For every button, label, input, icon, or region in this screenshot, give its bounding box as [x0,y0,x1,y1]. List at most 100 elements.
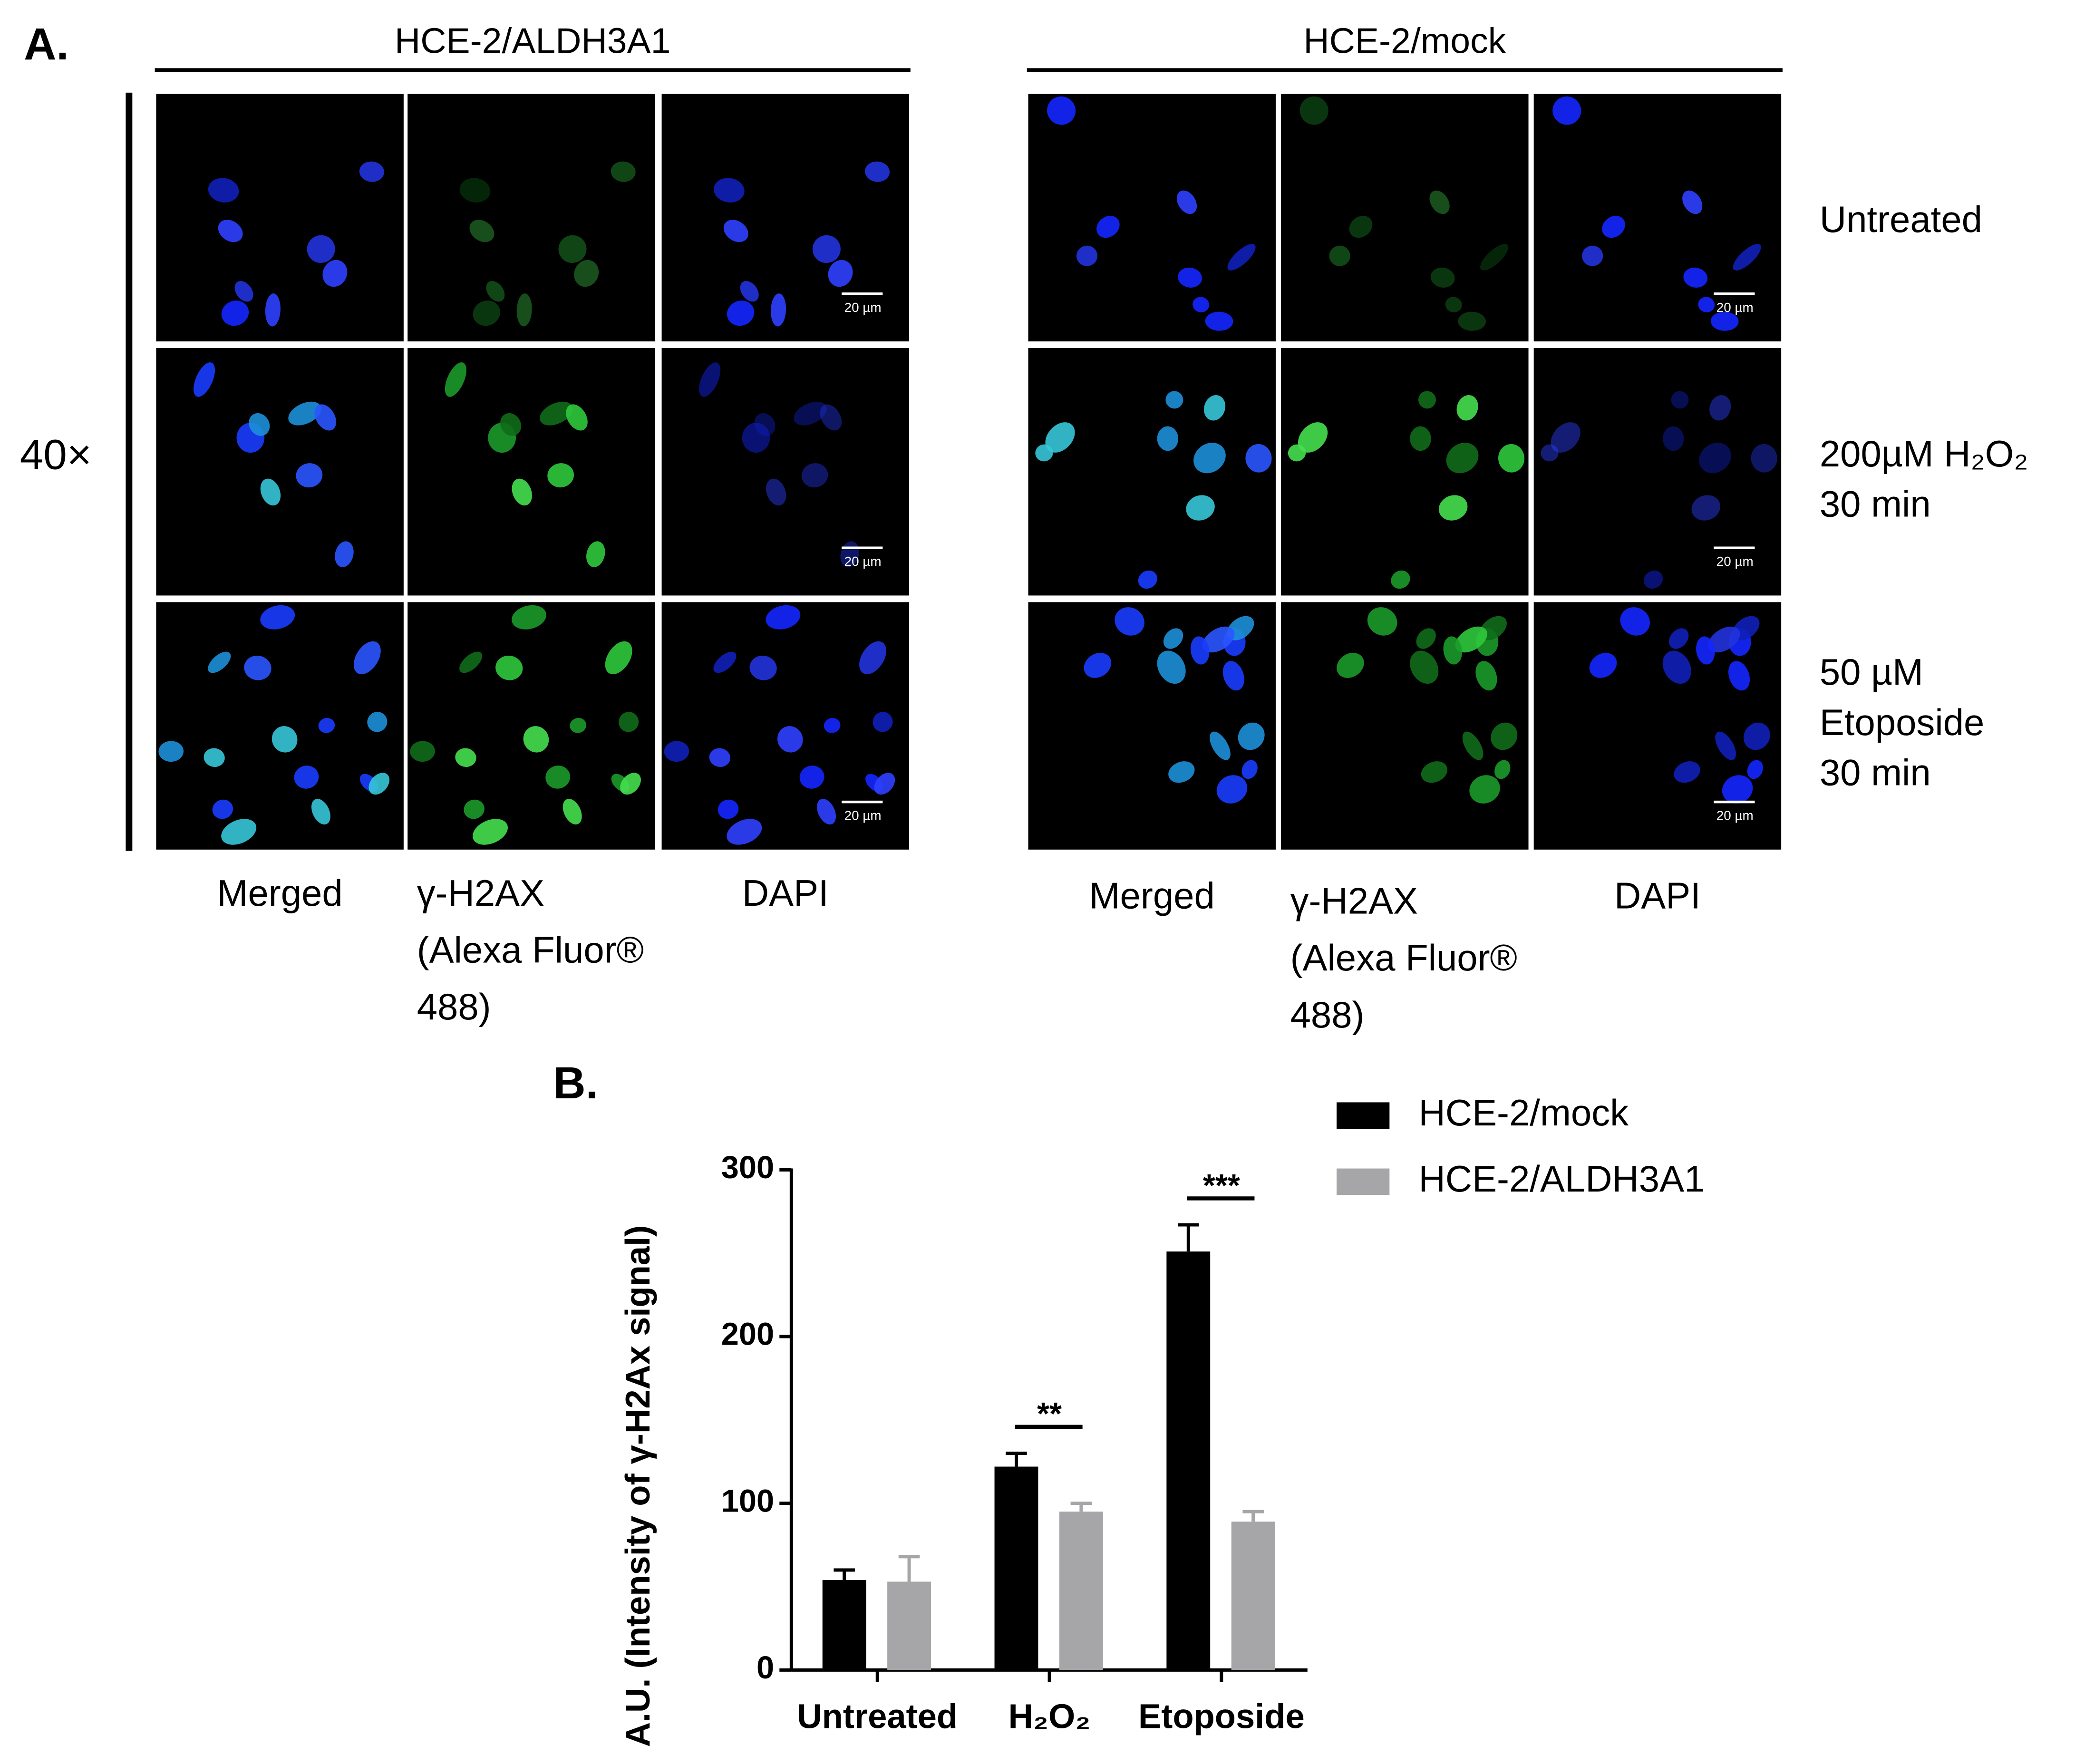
cell [1602,215,1625,238]
cell [713,651,737,673]
cell [1222,661,1244,691]
cells [194,362,354,567]
bar [1166,1251,1211,1670]
cell [1445,297,1462,312]
cell [1163,628,1183,649]
cell [1643,570,1663,589]
cell [1589,652,1617,678]
cell [367,712,388,732]
cells [1035,391,1272,589]
cells [158,605,390,845]
cell [194,362,215,397]
cell [709,748,730,767]
cells [714,161,890,327]
column-label: (Alexa Fluor® [1290,937,1517,979]
cell [311,799,330,825]
cell [244,655,271,680]
cell [1462,731,1484,760]
cell [566,404,588,431]
cell [459,651,483,673]
cell [1551,422,1580,453]
significance-label: *** [1203,1168,1240,1203]
micrograph [153,345,407,599]
legend-label: HCE-2/ALDH3A1 [1419,1158,1705,1200]
cell [1337,652,1364,678]
micrograph [405,345,658,599]
cell [718,799,739,819]
micrograph [1278,91,1532,344]
x-tick-label: Untreated [797,1697,958,1735]
cell [1176,190,1197,214]
bar [1231,1522,1275,1670]
cell [1747,760,1763,779]
y-axis-label: A.U. (Intensity of γ-H2Ax signal) [619,1225,657,1747]
cell [512,478,532,506]
cell [873,712,893,732]
cell [824,717,841,733]
micrograph [659,599,912,853]
cell [540,401,573,426]
cell [547,463,574,488]
cell [1698,297,1715,312]
cell [260,478,281,506]
cell [318,717,335,733]
y-tick-label: 100 [721,1483,774,1519]
row-label: 30 min [1820,752,1931,794]
legend-swatch [1336,1168,1390,1195]
cell [1216,775,1248,804]
panel-label: B. [553,1058,598,1108]
micrograph [1278,345,1532,599]
cell [271,726,298,753]
cell [359,161,384,182]
cell [353,641,381,675]
cell [1491,722,1518,750]
cell [1138,570,1157,589]
cell [1202,626,1235,653]
cell [1480,244,1509,271]
cell [1582,245,1603,266]
column-label: Merged [217,872,343,914]
cell [864,161,890,182]
cells [410,605,641,845]
cell [1429,190,1450,214]
column-label: (Alexa Fluor® [417,929,644,970]
cell [1329,245,1350,266]
cell [1047,96,1076,125]
x-tick-label: H₂O₂ [1008,1697,1091,1735]
cell [288,401,321,426]
cell [1410,650,1439,684]
cell [455,748,476,767]
cell [265,293,281,327]
cell [801,463,828,488]
cell [208,651,231,673]
cell [523,726,549,753]
cell [1299,96,1328,125]
cell [799,766,824,789]
cell [1076,245,1098,266]
cell [1458,311,1486,331]
cell [1446,443,1479,474]
cell [445,362,466,397]
cell [1662,426,1684,451]
column-label: DAPI [742,872,829,914]
cell [1494,760,1511,779]
cell [1186,495,1215,521]
bar [994,1466,1038,1670]
cell [1298,422,1328,453]
cell [1455,626,1487,653]
cell [296,463,323,488]
cell [204,748,225,767]
cell [1238,722,1265,750]
cell [1456,395,1478,421]
micrograph [659,345,912,599]
scale-bar-label: 20 µm [1716,300,1754,315]
cell [368,773,390,795]
cell [1168,761,1195,783]
cell [1469,775,1500,804]
y-tick-label: 300 [721,1150,774,1185]
micrograph [153,91,407,344]
cell [605,641,632,675]
row-label: 200µM H₂O₂ [1820,433,2028,475]
cell [1662,650,1691,684]
